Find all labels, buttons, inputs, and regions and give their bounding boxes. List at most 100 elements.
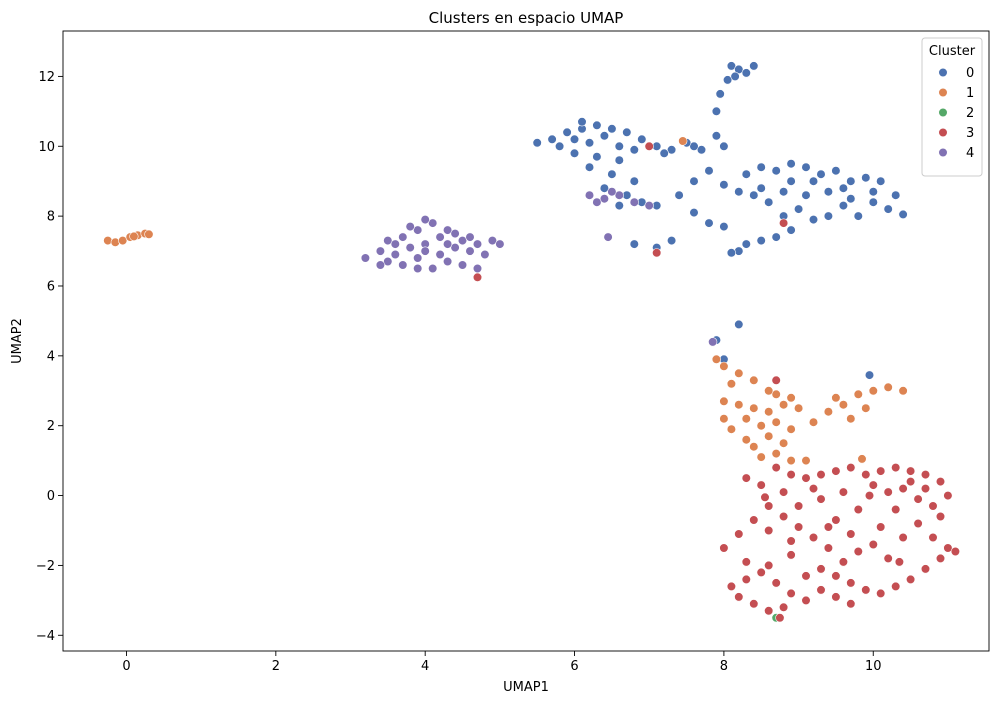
scatter-point-cluster-1 bbox=[734, 400, 744, 410]
scatter-point-cluster-0 bbox=[592, 120, 602, 130]
plot-frame bbox=[62, 30, 990, 652]
scatter-point-cluster-3 bbox=[920, 564, 931, 574]
scatter-point-cluster-0 bbox=[793, 204, 804, 214]
scatter-point-cluster-0 bbox=[569, 148, 580, 158]
scatter-point-cluster-0 bbox=[599, 183, 610, 193]
scatter-point-cluster-0 bbox=[607, 124, 617, 134]
y-tick-label: −4 bbox=[36, 629, 55, 644]
scatter-point-cluster-1 bbox=[756, 452, 766, 462]
legend-label-1: 1 bbox=[966, 86, 974, 101]
scatter-point-cluster-3 bbox=[898, 484, 908, 494]
scatter-point-cluster-4 bbox=[629, 197, 639, 207]
ticks-layer: 0 2 4 6 8 10 −4 −2 0 2 4 6 8 10 12 bbox=[36, 70, 882, 674]
scatter-point-cluster-1 bbox=[719, 361, 729, 371]
scatter-point-cluster-0 bbox=[778, 187, 789, 197]
scatter-point-cluster-0 bbox=[846, 194, 856, 204]
scatter-point-cluster-3 bbox=[831, 515, 841, 525]
scatter-point-cluster-4 bbox=[413, 253, 423, 263]
scatter-point-cluster-1 bbox=[749, 375, 759, 385]
scatter-point-cluster-0 bbox=[786, 225, 796, 235]
scatter-point-cluster-0 bbox=[629, 176, 639, 186]
scatter-point-cluster-4 bbox=[360, 253, 371, 263]
scatter-point-cluster-3 bbox=[846, 578, 856, 588]
scatter-point-cluster-4 bbox=[443, 239, 453, 249]
x-tick-label: 6 bbox=[570, 659, 578, 674]
scatter-point-cluster-3 bbox=[756, 567, 766, 578]
scatter-point-cluster-0 bbox=[666, 236, 677, 246]
scatter-point-cluster-1 bbox=[823, 407, 834, 417]
scatter-point-cluster-4 bbox=[413, 263, 423, 274]
scatter-point-cluster-4 bbox=[465, 232, 475, 242]
scatter-point-cluster-4 bbox=[487, 236, 498, 246]
scatter-point-cluster-1 bbox=[764, 407, 774, 417]
scatter-point-cluster-0 bbox=[629, 145, 639, 155]
scatter-point-cluster-4 bbox=[420, 246, 430, 256]
scatter-point-cluster-1 bbox=[734, 368, 744, 378]
scatter-point-cluster-3 bbox=[734, 529, 744, 539]
scatter-point-cluster-1 bbox=[778, 438, 789, 448]
scatter-point-cluster-0 bbox=[756, 236, 766, 246]
scatter-point-cluster-1 bbox=[726, 424, 737, 434]
scatter-point-cluster-4 bbox=[599, 194, 610, 204]
scatter-point-cluster-0 bbox=[614, 155, 624, 165]
scatter-point-cluster-0 bbox=[853, 211, 863, 221]
scatter-point-cluster-0 bbox=[532, 138, 542, 148]
scatter-point-cluster-4 bbox=[428, 263, 438, 274]
scatter-point-cluster-3 bbox=[786, 588, 796, 599]
scatter-point-cluster-0 bbox=[823, 211, 834, 221]
scatter-point-cluster-0 bbox=[592, 152, 602, 162]
scatter-point-cluster-1 bbox=[749, 442, 759, 452]
y-tick-label: 8 bbox=[47, 210, 55, 225]
scatter-point-cluster-0 bbox=[823, 187, 834, 197]
scatter-point-cluster-3 bbox=[823, 522, 834, 532]
scatter-point-cluster-3 bbox=[644, 141, 654, 151]
scatter-point-cluster-0 bbox=[864, 370, 875, 380]
scatter-point-cluster-4 bbox=[603, 232, 613, 242]
scatter-point-cluster-4 bbox=[708, 337, 718, 347]
scatter-point-cluster-3 bbox=[734, 592, 744, 602]
x-tick-label: 8 bbox=[720, 659, 728, 674]
scatter-point-cluster-3 bbox=[793, 501, 804, 511]
scatter-point-cluster-3 bbox=[950, 546, 961, 557]
scatter-point-cluster-0 bbox=[868, 197, 878, 207]
scatter-point-cluster-3 bbox=[816, 494, 826, 504]
scatter-point-cluster-4 bbox=[405, 243, 415, 253]
scatter-point-cluster-0 bbox=[786, 176, 796, 186]
scatter-point-cluster-3 bbox=[771, 463, 781, 473]
points-layer bbox=[103, 61, 961, 623]
scatter-point-cluster-3 bbox=[771, 375, 781, 385]
scatter-point-cluster-3 bbox=[891, 504, 901, 515]
scatter-point-cluster-3 bbox=[928, 532, 938, 543]
scatter-point-cluster-3 bbox=[846, 463, 856, 473]
scatter-point-cluster-1 bbox=[144, 229, 154, 239]
scatter-point-cluster-1 bbox=[883, 382, 893, 392]
x-tick-label: 0 bbox=[122, 659, 130, 674]
scatter-point-cluster-4 bbox=[435, 249, 445, 260]
legend-items: 0 1 2 3 4 bbox=[938, 66, 974, 161]
scatter-point-cluster-3 bbox=[775, 613, 785, 623]
scatter-point-cluster-3 bbox=[801, 595, 811, 606]
scatter-point-cluster-3 bbox=[876, 466, 886, 476]
scatter-point-cluster-3 bbox=[778, 218, 789, 228]
scatter-point-cluster-3 bbox=[760, 492, 770, 502]
legend-marker-4 bbox=[938, 147, 948, 158]
x-tick-label: 2 bbox=[272, 659, 280, 674]
scatter-point-cluster-0 bbox=[891, 190, 901, 200]
scatter-point-cluster-3 bbox=[898, 532, 908, 543]
scatter-point-cluster-0 bbox=[816, 169, 826, 179]
scatter-point-cluster-3 bbox=[846, 599, 856, 609]
scatter-point-cluster-3 bbox=[838, 557, 849, 567]
scatter-point-cluster-0 bbox=[771, 232, 781, 242]
scatter-point-cluster-1 bbox=[786, 424, 796, 434]
scatter-point-cluster-0 bbox=[704, 166, 714, 176]
scatter-point-cluster-4 bbox=[398, 232, 408, 242]
scatter-point-cluster-0 bbox=[719, 222, 729, 232]
scatter-point-cluster-4 bbox=[375, 260, 386, 270]
scatter-point-cluster-3 bbox=[913, 518, 923, 529]
scatter-point-cluster-3 bbox=[816, 470, 826, 480]
scatter-point-cluster-0 bbox=[569, 134, 580, 144]
scatter-point-cluster-0 bbox=[876, 176, 886, 186]
scatter-point-cluster-0 bbox=[846, 176, 856, 186]
scatter-point-cluster-0 bbox=[711, 106, 722, 116]
